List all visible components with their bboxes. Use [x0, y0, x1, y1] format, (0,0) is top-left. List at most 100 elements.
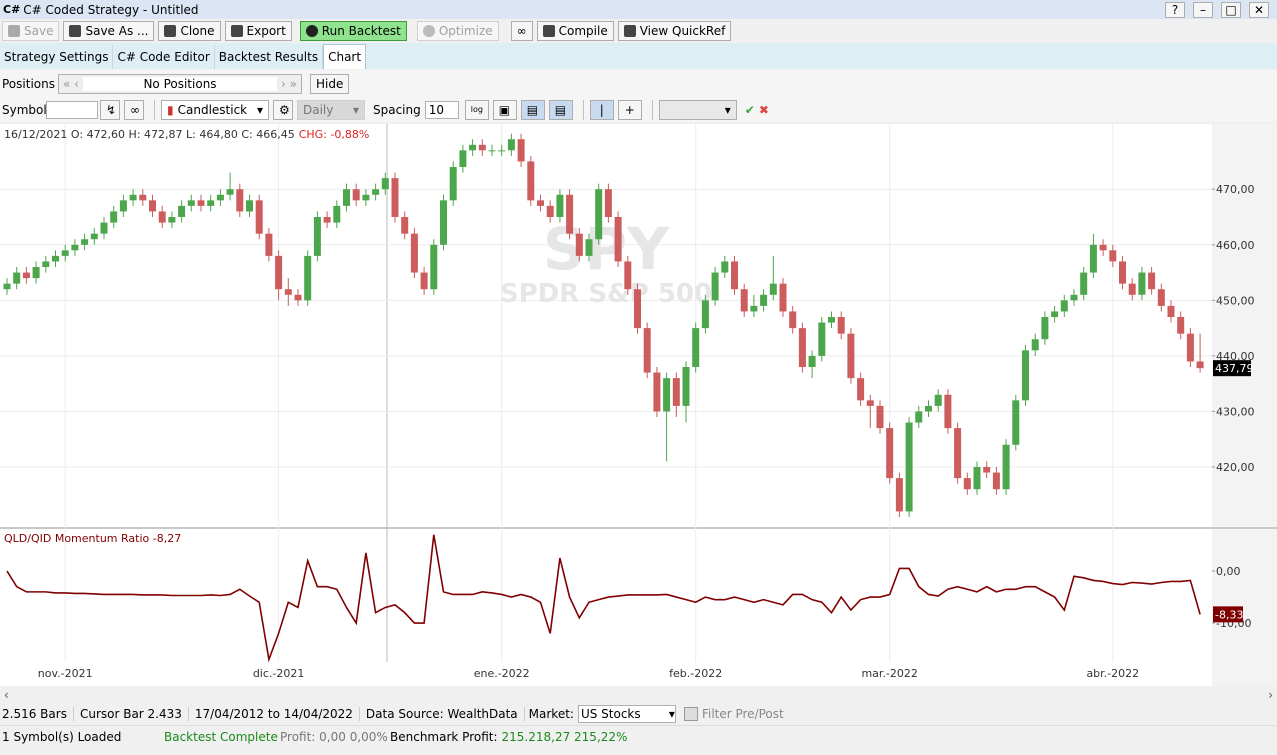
symbol-input[interactable] — [46, 100, 98, 119]
cancel-button[interactable]: ✖ — [758, 102, 769, 117]
export-label: Export — [246, 24, 286, 38]
tab[interactable]: Backtest Results — [215, 45, 324, 69]
candle-body — [469, 144, 477, 151]
link-symbol-button[interactable]: ∞ — [124, 99, 144, 120]
candle-body — [410, 233, 418, 273]
link-button[interactable]: ∞ — [510, 21, 533, 41]
candle-body — [1119, 261, 1126, 284]
candle-body — [1060, 300, 1068, 312]
candle-body — [1186, 333, 1194, 362]
export-button[interactable]: Export — [224, 21, 292, 41]
maximize-button[interactable]: □ — [1221, 1, 1241, 18]
candle-body — [32, 267, 40, 279]
positions-bar: Positions « ‹ No Positions › » Hide — [0, 70, 1277, 97]
candle-body — [52, 255, 59, 262]
candle-body — [139, 194, 147, 201]
save-as-button[interactable]: Save As ... — [63, 21, 155, 41]
candle-body — [1167, 305, 1175, 317]
candle-body — [1031, 339, 1039, 351]
chart-style-select[interactable]: ▮ Candlestick ▾ — [161, 99, 269, 120]
candle-body — [1157, 289, 1165, 306]
quickref-button[interactable]: View QuickRef — [617, 21, 732, 41]
compile-button[interactable]: Compile — [536, 21, 614, 41]
camera-button[interactable]: ▣ — [492, 99, 517, 120]
last-value-box — [1213, 606, 1243, 623]
y-tick-label: 470,00 — [1216, 183, 1255, 196]
candle-body — [973, 467, 981, 490]
panel-button[interactable]: ▤ — [520, 99, 545, 120]
save-label: Save — [24, 24, 54, 38]
tab[interactable]: C# Code Editor — [113, 45, 215, 69]
candle-body — [876, 405, 884, 429]
candle-body — [963, 478, 971, 490]
candle-body — [71, 244, 79, 251]
cursor-button[interactable]: | — [589, 99, 614, 120]
candle-body — [333, 205, 341, 223]
scale-value: Daily — [303, 102, 334, 117]
candle-body — [440, 200, 447, 245]
candle-body — [556, 194, 564, 217]
minimize-button[interactable]: – — [1193, 1, 1213, 18]
candle-body — [449, 167, 457, 201]
save-button[interactable]: Save — [2, 21, 60, 41]
style-settings-button[interactable]: ⚙ — [273, 99, 293, 120]
last-value-label: -8,33 — [1215, 608, 1243, 621]
hide-button[interactable]: Hide — [310, 73, 350, 94]
candle-body — [61, 250, 69, 256]
candle-body — [711, 272, 719, 301]
positions-navigator[interactable]: « ‹ No Positions › » — [58, 73, 302, 94]
candle-body — [944, 394, 952, 429]
candle-body — [207, 200, 215, 206]
drawing-select[interactable]: ▾ — [658, 99, 737, 120]
panel-button[interactable]: ▤ — [548, 99, 573, 120]
crosshair-button[interactable]: + — [617, 99, 642, 120]
quickref-label: View QuickRef — [639, 24, 726, 38]
close-button[interactable]: ✕ — [1249, 1, 1269, 18]
candle-body — [275, 255, 283, 290]
chart: 420,00 430,00 440,00 450,00 460,00 470,00 nov.… — [0, 124, 1277, 686]
candle-body — [1128, 283, 1136, 295]
symbols-loaded: 1 Symbol(s) Loaded — [2, 729, 122, 744]
run-backtest-button[interactable]: Run Backtest — [299, 21, 407, 41]
candle-body — [3, 283, 11, 290]
axis-strip — [1212, 124, 1277, 686]
candle-body — [284, 289, 292, 295]
accept-button[interactable]: ✔ — [744, 102, 755, 117]
candle-body — [420, 272, 428, 290]
candle-body — [837, 317, 845, 334]
market-select[interactable]: US Stocks ▾ — [577, 704, 676, 723]
candle-body — [478, 144, 486, 151]
candle-body — [246, 200, 253, 212]
candle-body — [1148, 272, 1156, 290]
spacing-input[interactable]: 10 — [424, 100, 459, 119]
help-button[interactable]: ? — [1165, 1, 1185, 18]
candle-body — [304, 255, 312, 301]
tab-active[interactable]: Chart — [323, 44, 367, 69]
scrollbar[interactable]: ‹ › — [0, 686, 1277, 703]
compile-label: Compile — [558, 24, 608, 38]
clone-button[interactable]: Clone — [158, 21, 221, 41]
candle-body — [663, 378, 671, 412]
status-bar: 1 Symbol(s) Loaded Backtest Complete Pro… — [0, 725, 1277, 747]
benchmark-profit: 215.218,27 215,22% — [501, 729, 628, 744]
symbol-label: Symbol — [2, 102, 47, 117]
lookup-button[interactable]: ↯ — [100, 99, 120, 120]
filter-checkbox[interactable] — [683, 706, 698, 721]
scale-select[interactable]: Daily ▾ — [297, 99, 365, 120]
log-button[interactable]: log — [464, 99, 489, 120]
optimize-button[interactable]: Optimize — [416, 21, 499, 41]
candle-body — [1022, 350, 1029, 401]
candle-body — [866, 400, 874, 406]
chart-style-value: Candlestick — [177, 102, 248, 117]
candle-body — [604, 189, 612, 217]
indicator-line — [6, 534, 1201, 663]
candle-body — [1051, 311, 1059, 317]
candle-body — [265, 233, 273, 256]
y-tick-label: 430,00 — [1216, 405, 1255, 418]
candle-body — [498, 150, 506, 152]
candle-body — [847, 333, 855, 379]
candle-body — [216, 194, 224, 201]
x-tick-label: nov.-2021 — [38, 667, 93, 680]
tab[interactable]: Strategy Settings — [0, 45, 114, 69]
